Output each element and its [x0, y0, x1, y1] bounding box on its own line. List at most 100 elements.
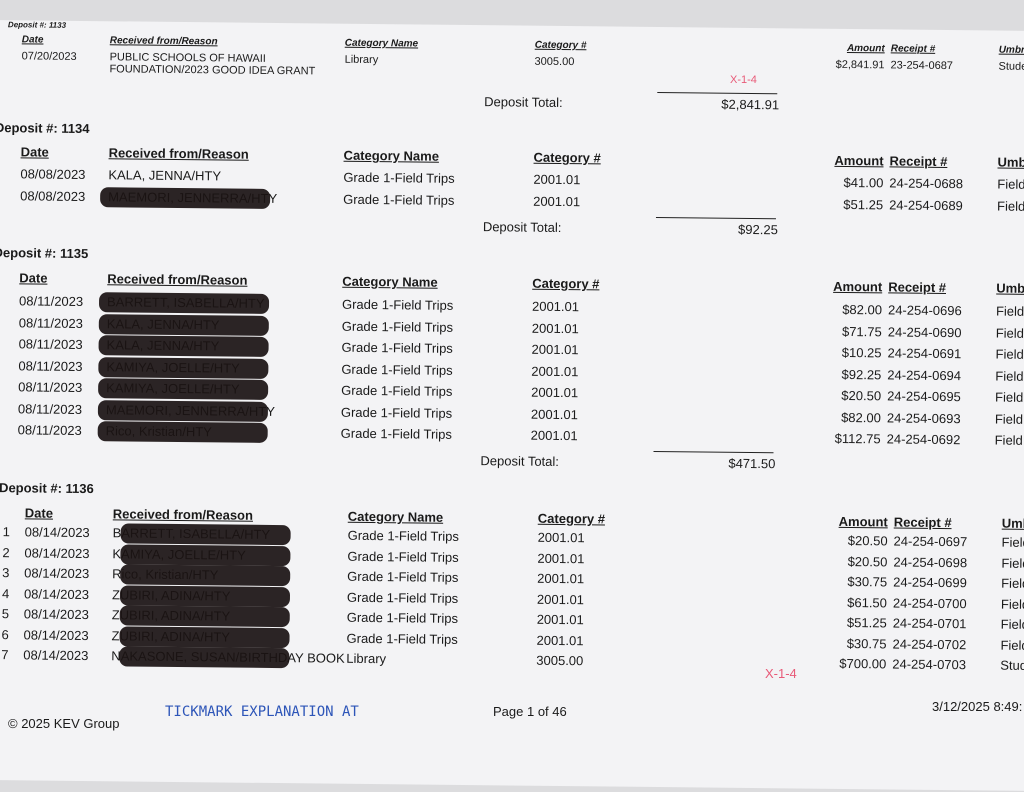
header-amount: Amount — [834, 152, 884, 169]
cell-date: 08/11/2023 — [18, 293, 84, 309]
cell-amount: $71.75 — [841, 323, 882, 339]
cell-date: 08/08/2023 — [20, 166, 86, 183]
cell-date: 08/11/2023 — [17, 400, 83, 417]
cell-n — [0, 188, 20, 203]
cell-received: PUBLIC SCHOOLS OF HAWAII FOUNDATION/2023… — [109, 51, 316, 78]
cell-cat-num: 2001.01 — [531, 384, 579, 401]
cell-cat-name: Grade 1-Field Trips — [341, 361, 453, 378]
cell-receipt: 24-254-0702 — [892, 635, 967, 652]
cell-n — [0, 336, 19, 351]
cell-cat-name: Grade 1-Field Trips — [341, 339, 453, 356]
header-cat-num: Category # — [534, 39, 587, 52]
redaction-bar — [119, 625, 290, 648]
deposit-number: Deposit #: 1134 — [0, 120, 90, 137]
cell-n: 2 — [2, 544, 10, 560]
cell-receipt: 24-254-0693 — [886, 409, 961, 426]
header-receipt: Receipt # — [889, 153, 948, 170]
cell-umbrella: Field Trips — [1001, 575, 1024, 592]
cell-n: 4 — [1, 585, 10, 601]
redaction-bar — [98, 335, 269, 357]
cell-cat-num: 2001.01 — [537, 570, 585, 587]
cell-n: 7 — [1, 647, 9, 663]
cell-date: 08/14/2023 — [23, 626, 89, 643]
cell-receipt: 23-254-0687 — [890, 59, 954, 73]
cell-cat-num: 3005.00 — [534, 55, 575, 69]
cell-date: 08/08/2023 — [20, 188, 86, 205]
header-date: Date — [19, 270, 48, 286]
cell-date: 08/14/2023 — [24, 565, 90, 582]
header-amount: Amount — [838, 513, 888, 530]
cell-n — [0, 293, 19, 308]
cell-umbrella: Field Trips — [1000, 616, 1024, 633]
cell-cat-num: 2001.01 — [530, 406, 578, 422]
cell-cat-num: 2001.01 — [531, 320, 579, 336]
cell-n: 1 — [2, 524, 10, 540]
cell-receipt: 24-254-0688 — [889, 175, 964, 192]
header-cat-name: Category Name — [343, 147, 440, 164]
cell-cat-name: Grade 1-Field Trips — [346, 589, 459, 606]
header-amount: Amount — [846, 42, 885, 55]
copyright: © 2025 KEV Group — [8, 716, 120, 731]
cell-cat-num: 2001.01 — [531, 341, 579, 358]
header-cat-name: Category Name — [344, 37, 419, 50]
redaction-bar — [120, 543, 291, 566]
cell-date: 08/14/2023 — [23, 606, 89, 623]
cell-receipt: 24-254-0698 — [893, 553, 968, 570]
cell-n — [0, 358, 18, 373]
redaction-bar — [98, 292, 270, 314]
cell-cat-name: Grade 1-Field Trips — [346, 630, 458, 647]
header-date: Date — [21, 34, 44, 46]
cell-date: 08/11/2023 — [18, 314, 84, 331]
handwritten-note: TICKMARK EXPLANATION AT — [165, 704, 359, 720]
cell-umbrella: Field Trips — [995, 346, 1024, 363]
cell-amount: $20.50 — [847, 533, 888, 549]
cell-cat-name: Grade 1-Field Trips — [347, 568, 459, 585]
header-cat-name: Category Name — [347, 508, 444, 525]
cell-cat-name: Grade 1-Field Trips — [343, 191, 455, 208]
cell-cat-num: 2001.01 — [537, 529, 585, 546]
redaction-bar — [119, 646, 290, 669]
cell-receipt: 24-254-0692 — [886, 431, 961, 448]
cell-umbrella: Field Trips — [1000, 637, 1024, 653]
cell-umbrella: Student Activity — [998, 60, 1024, 74]
cell-cat-name: Grade 1-Field Trips — [341, 318, 454, 335]
cell-date: 08/14/2023 — [24, 544, 90, 561]
header-received: Received from/Reason — [108, 145, 249, 162]
header-received: Received from/Reason — [109, 35, 218, 48]
cell-umbrella: Field Trips — [997, 176, 1024, 193]
cell-umbrella: Student Activity — [1000, 657, 1024, 674]
cell-date: 07/20/2023 — [21, 50, 77, 63]
header-date: Date — [24, 505, 54, 521]
report-page: Deposit #: 1133 Date Received from/Reason C… — [0, 20, 1024, 792]
cell-amount: $61.50 — [847, 594, 888, 610]
cell-n: 5 — [1, 606, 10, 622]
cell-cat-num: 2001.01 — [531, 363, 579, 379]
cell-amount: $51.25 — [843, 196, 884, 213]
cell-umbrella: Field Trips — [997, 198, 1024, 215]
cell-cat-num: 2001.01 — [533, 193, 581, 210]
cell-receipt: 24-254-0690 — [887, 323, 962, 340]
cell-cat-name: Grade 1-Field Trips — [340, 404, 453, 421]
cell-cat-name: Grade 1-Field Trips — [346, 609, 459, 626]
cell-n — [0, 166, 20, 181]
tickmark-annotation: X-1-4 — [765, 666, 797, 681]
cell-n — [0, 422, 18, 437]
cell-umbrella: Field Trips — [994, 411, 1024, 427]
cell-cat-num: 2001.01 — [530, 427, 578, 444]
cell-cat-num: 2001.01 — [536, 611, 584, 628]
header-receipt: Receipt # — [890, 43, 936, 55]
redaction-bar — [119, 584, 291, 607]
header-umbrella: Umbrella — [1001, 515, 1024, 532]
deposit-total-label: Deposit Total: — [482, 219, 562, 235]
cell-n — [0, 379, 18, 394]
cell-receipt: 24-254-0697 — [893, 533, 968, 550]
cell-amount: $30.75 — [846, 635, 887, 651]
cell-cat-name: Grade 1-Field Trips — [343, 169, 455, 186]
redaction-bar — [98, 378, 269, 400]
deposit-total-label: Deposit Total: — [480, 452, 560, 469]
header-index — [3, 505, 25, 520]
header-amount: Amount — [833, 278, 883, 295]
cell-umbrella: Field Trips — [995, 325, 1024, 341]
cell-amount: $30.75 — [847, 574, 888, 590]
cell-amount: $41.00 — [843, 174, 884, 191]
